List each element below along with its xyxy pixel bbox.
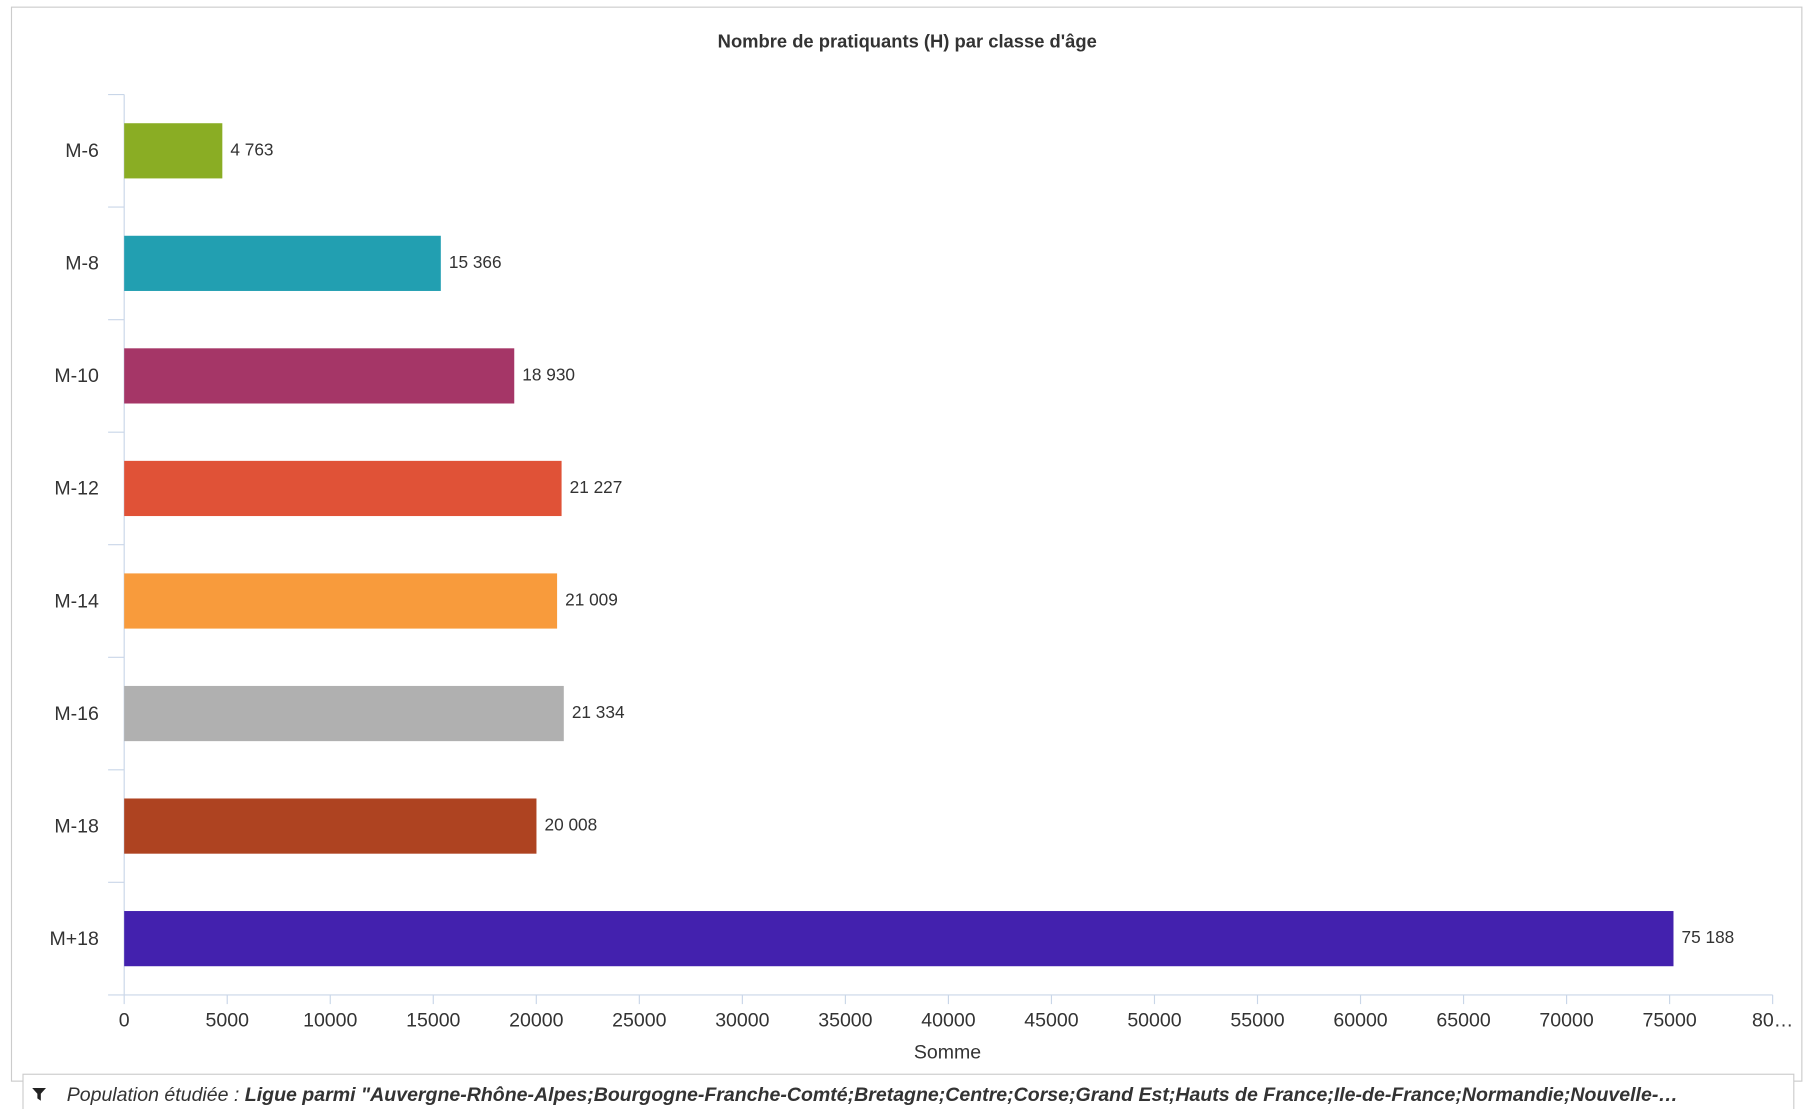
x-tick-label: 5000: [205, 1010, 249, 1032]
x-axis-title: Somme: [914, 1042, 981, 1064]
y-tick-label: M-12: [54, 478, 99, 500]
x-tick-label: 80…: [1752, 1010, 1793, 1032]
bar: [124, 573, 558, 629]
x-tick-label: 15000: [406, 1010, 460, 1032]
value-label: 4 763: [230, 139, 273, 159]
filter-text: Population étudiée : Ligue parmi "Auverg…: [67, 1084, 1678, 1106]
filter-bar: [22, 1073, 1795, 1109]
x-tick-label: 45000: [1024, 1010, 1078, 1032]
x-tick-label: 75000: [1642, 1010, 1696, 1032]
chart-title: Nombre de pratiquants (H) par classe d'â…: [718, 31, 1097, 52]
bar: [124, 798, 537, 854]
x-tick-label: 55000: [1230, 1010, 1284, 1032]
filter-label: Population étudiée :: [67, 1084, 240, 1106]
x-tick-label: 50000: [1127, 1010, 1181, 1032]
x-tick-label: 40000: [921, 1010, 975, 1032]
plot: 0 5000 10000 15000 20000 25000 30000 35000 40000…: [49, 93, 1793, 1032]
x-tick-label: 35000: [818, 1010, 872, 1032]
value-label: 18 930: [522, 364, 575, 384]
value-label: 21 009: [565, 590, 618, 610]
x-tick-label: 65000: [1436, 1010, 1490, 1032]
value-label: 21 334: [572, 702, 625, 722]
bar: [124, 235, 441, 291]
y-tick-label: M-14: [54, 590, 99, 612]
bar: [124, 911, 1674, 967]
y-tick-label: M-18: [54, 815, 99, 837]
x-tick-label: 30000: [715, 1010, 769, 1032]
y-tick-label: M-10: [54, 365, 99, 387]
x-tick-label: 0: [119, 1010, 130, 1032]
x-tick-label: 70000: [1539, 1010, 1593, 1032]
value-label: 75 188: [1682, 927, 1735, 947]
bar: [124, 685, 564, 742]
filter-value: Ligue parmi "Auvergne-Rhône-Alpes;Bourgo…: [245, 1084, 1678, 1106]
y-tick-label: M-16: [54, 703, 99, 725]
x-tick-label: 60000: [1333, 1010, 1387, 1032]
bar: [124, 460, 562, 517]
x-tick-label: 10000: [303, 1010, 357, 1032]
y-tick-label: M-8: [65, 253, 99, 275]
value-label: 21 227: [570, 477, 623, 497]
filter-icon: [32, 1088, 46, 1101]
y-tick-label: M-6: [65, 140, 99, 162]
x-tick-label: 20000: [509, 1010, 563, 1032]
value-label: 20 008: [545, 815, 598, 835]
value-label: 15 366: [449, 252, 502, 272]
bar: [124, 348, 515, 404]
x-tick-label: 25000: [612, 1010, 666, 1032]
chart-frame: [10, 6, 1803, 1082]
y-tick-label: M+18: [49, 928, 99, 950]
bar: [124, 123, 223, 179]
